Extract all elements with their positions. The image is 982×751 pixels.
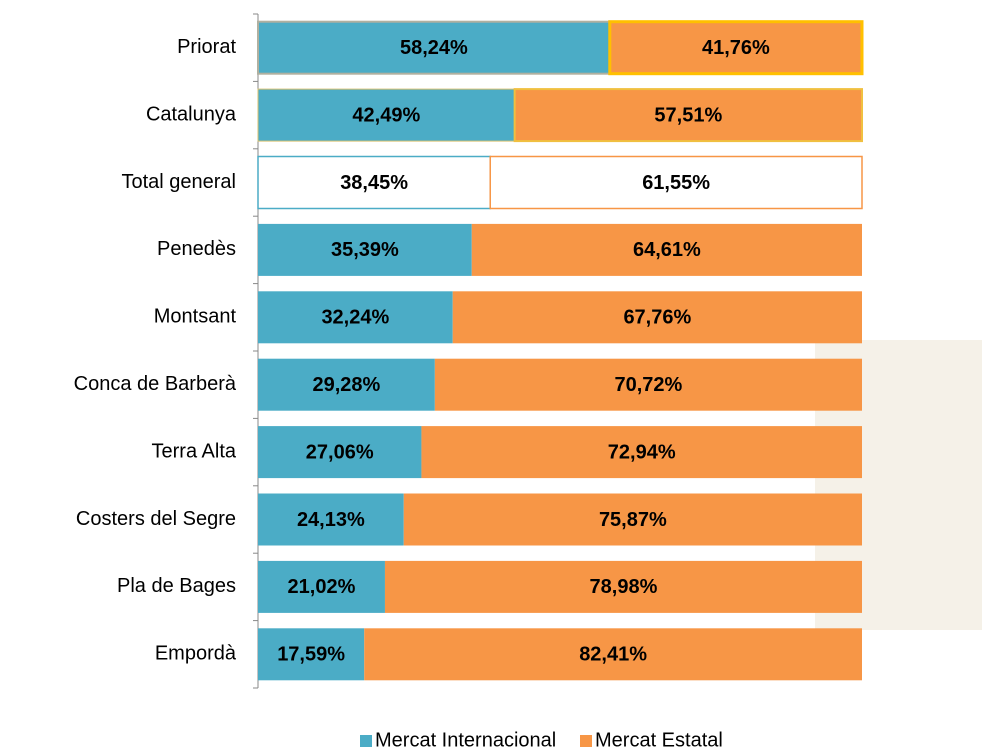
value-label: 72,94% bbox=[608, 441, 676, 463]
value-label: 42,49% bbox=[352, 104, 420, 126]
value-label: 29,28% bbox=[313, 374, 381, 396]
legend-swatch bbox=[360, 735, 372, 747]
value-label: 67,76% bbox=[623, 307, 691, 329]
value-label: 41,76% bbox=[702, 37, 770, 59]
y-tick-label: Terra Alta bbox=[152, 440, 237, 462]
y-tick-label: Total general bbox=[121, 171, 236, 193]
y-tick-label: Catalunya bbox=[146, 103, 237, 125]
legend-label: Mercat Estatal bbox=[595, 729, 723, 751]
value-label: 64,61% bbox=[633, 239, 701, 261]
value-label: 32,24% bbox=[321, 307, 389, 329]
value-label: 75,87% bbox=[599, 509, 667, 531]
y-tick-label: Priorat bbox=[177, 36, 236, 58]
value-label: 24,13% bbox=[297, 509, 365, 531]
value-label: 38,45% bbox=[340, 172, 408, 194]
value-label: 82,41% bbox=[579, 644, 647, 666]
value-label: 61,55% bbox=[642, 172, 710, 194]
y-tick-label: Pla de Bages bbox=[117, 575, 236, 597]
y-tick-label: Penedès bbox=[157, 238, 236, 260]
y-tick-label: Empordà bbox=[155, 643, 237, 665]
value-label: 78,98% bbox=[590, 576, 658, 598]
y-tick-label: Costers del Segre bbox=[76, 508, 236, 530]
value-label: 57,51% bbox=[654, 104, 722, 126]
value-label: 17,59% bbox=[277, 644, 345, 666]
value-label: 35,39% bbox=[331, 239, 399, 261]
value-label: 58,24% bbox=[400, 37, 468, 59]
legend-label: Mercat Internacional bbox=[375, 729, 556, 751]
value-label: 70,72% bbox=[615, 374, 683, 396]
chart: Priorat 58,24% 41,76% Catalunya 42,49% 57,51%… bbox=[0, 0, 982, 751]
y-tick-label: Montsant bbox=[154, 306, 237, 328]
value-label: 27,06% bbox=[306, 441, 374, 463]
legend-swatch bbox=[580, 735, 592, 747]
value-label: 21,02% bbox=[288, 576, 356, 598]
y-tick-label: Conca de Barberà bbox=[74, 373, 237, 395]
